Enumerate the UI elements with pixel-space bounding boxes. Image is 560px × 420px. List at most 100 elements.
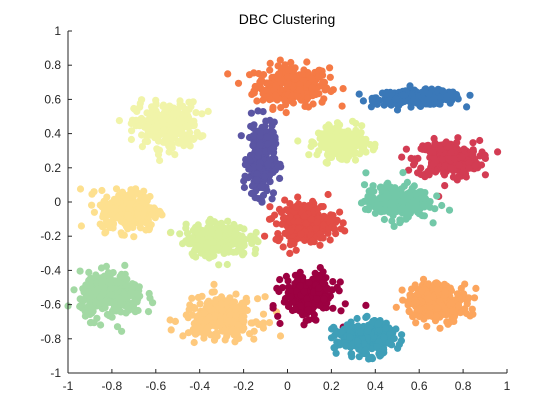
scatter-point [461, 280, 469, 288]
scatter-point [141, 206, 149, 214]
scatter-point [326, 64, 334, 72]
scatter-point [172, 118, 180, 126]
scatter-point [184, 314, 192, 322]
scatter-point [418, 212, 426, 220]
scatter-point [160, 126, 168, 134]
scatter-point [366, 141, 374, 149]
scatter-point [343, 156, 351, 164]
scatter-point [281, 196, 289, 204]
scatter-point [453, 290, 462, 298]
scatter-point [318, 98, 326, 106]
scatter-point [360, 340, 368, 348]
scatter-point [388, 90, 396, 98]
scatter-point [84, 288, 93, 296]
y-tick-label: 1 [54, 24, 61, 38]
scatter-point [221, 326, 229, 334]
scatter-point [250, 335, 258, 343]
scatter-point [341, 300, 349, 308]
scatter-point [296, 282, 304, 290]
scatter-point [315, 66, 323, 74]
scatter-point [294, 92, 302, 100]
scatter-point [414, 206, 422, 214]
scatter-point [121, 261, 129, 269]
scatter-point [92, 271, 100, 279]
cluster-10 [167, 215, 262, 269]
scatter-point [254, 295, 262, 303]
scatter-point [320, 221, 328, 229]
scatter-point [244, 174, 252, 182]
scatter-point [187, 103, 195, 111]
scatter-point [196, 300, 204, 308]
scatter-point [342, 342, 350, 350]
scatter-point [276, 56, 284, 64]
scatter-point [158, 117, 167, 125]
scatter-point [335, 141, 343, 149]
scatter-point [101, 297, 109, 306]
scatter-point [420, 194, 428, 202]
scatter-point [376, 184, 384, 192]
scatter-point [130, 233, 138, 241]
scatter-point [181, 138, 189, 146]
scatter-point [361, 346, 369, 354]
scatter-point [272, 220, 280, 228]
scatter-point [402, 145, 410, 153]
cluster-3 [398, 134, 502, 200]
scatter-point [133, 290, 141, 298]
scatter-point [84, 303, 92, 311]
scatter-point [216, 318, 224, 326]
scatter-point [366, 187, 374, 195]
scatter-point [274, 62, 282, 70]
scatter-point [277, 208, 286, 216]
scatter-point [276, 174, 284, 182]
scatter-point [433, 285, 441, 294]
scatter-point [176, 230, 184, 238]
scatter-point [437, 145, 445, 154]
scatter-point [163, 133, 172, 141]
scatter-point [414, 154, 422, 162]
scatter-point [167, 228, 175, 236]
scatter-point [319, 78, 327, 87]
scatter-point [106, 223, 114, 232]
scatter-point [411, 281, 419, 289]
scatter-point [413, 298, 421, 307]
scatter-point [159, 111, 167, 119]
scatter-point [304, 103, 313, 111]
scatter-point [339, 219, 347, 227]
scatter-point [398, 190, 406, 198]
scatter-point [462, 173, 470, 181]
scatter-point [215, 261, 223, 269]
scatter-point [294, 193, 302, 201]
scatter-point [269, 189, 278, 197]
scatter-point [192, 253, 200, 261]
scatter-point [203, 299, 211, 307]
scatter-point [182, 224, 190, 232]
scatter-point [123, 275, 131, 283]
scatter-point [223, 260, 231, 269]
scatter-point [201, 252, 209, 260]
x-tick-label: 0.8 [455, 379, 472, 393]
scatter-point [151, 134, 159, 142]
scatter-point [282, 272, 290, 280]
scatter-point [320, 135, 328, 143]
scatter-point [385, 338, 393, 347]
scatter-point [273, 284, 281, 292]
scatter-point [436, 324, 444, 332]
scatter-point [133, 298, 141, 306]
scatter-point [204, 107, 212, 115]
scatter-point [251, 86, 259, 94]
scatter-point [76, 302, 84, 311]
scatter-point [447, 148, 455, 156]
scatter-point [310, 288, 318, 296]
scatter-point [89, 307, 97, 315]
scatter-point [412, 319, 420, 327]
scatter-point [375, 326, 383, 334]
scatter-point [314, 205, 322, 213]
scatter-point [156, 209, 165, 217]
scatter-point [302, 219, 310, 227]
scatter-point [138, 131, 146, 139]
scatter-point [434, 304, 442, 312]
scatter-point [265, 319, 274, 327]
scatter-point [234, 79, 243, 87]
scatter-point [286, 293, 295, 301]
